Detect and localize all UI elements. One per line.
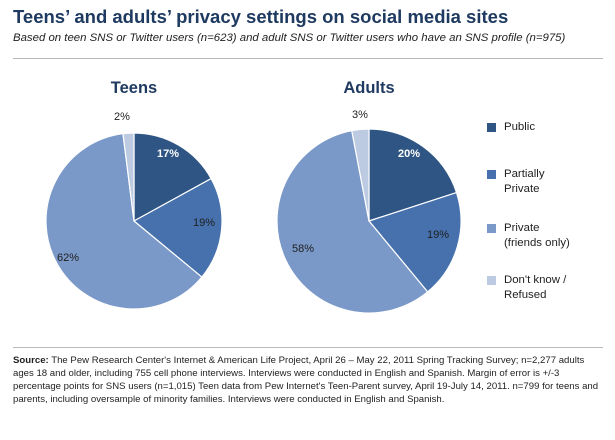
teens-label-private: 62% xyxy=(57,252,79,264)
teens-label-dont-know: 2% xyxy=(114,111,130,123)
legend-item-dont-know: Don't know / Refused xyxy=(487,273,604,303)
teens-pie-title: Teens xyxy=(110,79,158,97)
legend-swatch-public xyxy=(487,123,496,132)
teens-slice-private xyxy=(45,133,203,310)
legend-swatch-private xyxy=(487,224,496,233)
teens-label-partially-private: 19% xyxy=(193,217,215,229)
adults-label-partially-private: 19% xyxy=(427,229,449,241)
teens-slice-public xyxy=(133,132,212,223)
source-note: Source: The Pew Research Center's Intern… xyxy=(13,354,603,406)
adults-slice-dont-know xyxy=(351,128,370,222)
chart-subtitle: Based on teen SNS or Twitter users (n=62… xyxy=(13,32,566,44)
legend-item-partially-private: Partially Private xyxy=(487,167,604,197)
adults-label-public: 20% xyxy=(398,148,420,160)
teens-label-public: 17% xyxy=(157,148,179,160)
top-divider xyxy=(13,58,603,59)
legend-label-private: Private (friends only) xyxy=(504,222,570,249)
teens-slice-dont-know xyxy=(122,132,135,222)
adults-pie-title: Adults xyxy=(343,79,395,97)
adults-slice-private xyxy=(276,129,429,314)
legend-label-dont-know: Don't know / Refused xyxy=(504,274,567,301)
legend-item-private: Private (friends only) xyxy=(487,221,604,251)
teens-slice-partially-private xyxy=(132,177,223,278)
legend-label-public: Public xyxy=(504,121,536,133)
chart-title: Teens’ and adults’ privacy settings on s… xyxy=(13,6,509,27)
bottom-divider xyxy=(13,347,603,348)
adults-pie: 20% 19% 58% 3% xyxy=(276,109,462,314)
teens-pie: 17% 19% 62% 2% xyxy=(45,111,223,310)
legend-label-partially-private: Partially Private xyxy=(504,168,545,195)
legend-swatch-dont-know xyxy=(487,276,496,285)
adults-slice-partially-private xyxy=(367,191,462,293)
source-label: Source: xyxy=(13,355,49,366)
adults-label-dont-know: 3% xyxy=(352,109,368,121)
legend-swatch-partially-private xyxy=(487,170,496,179)
adults-label-private: 58% xyxy=(292,243,314,255)
source-text: The Pew Research Center's Internet & Ame… xyxy=(13,355,599,405)
adults-slice-public xyxy=(368,128,458,222)
legend-item-public: Public xyxy=(487,120,604,135)
